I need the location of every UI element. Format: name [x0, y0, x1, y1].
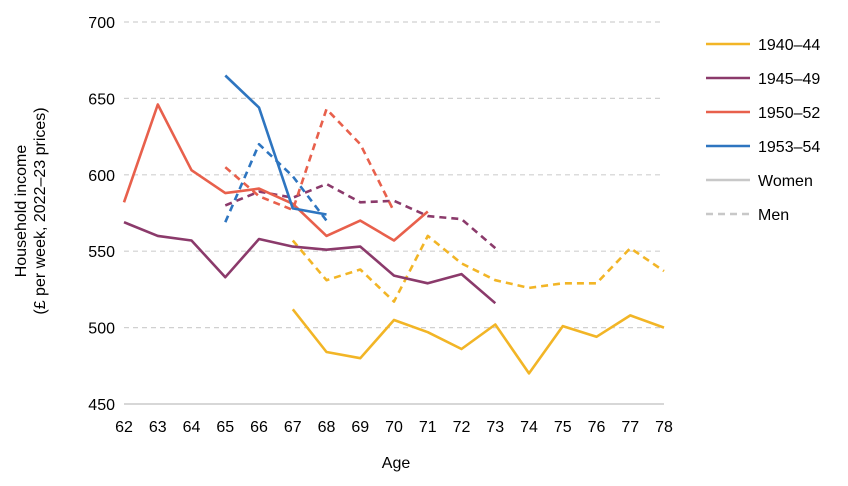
series-line-1950–52-men [224, 107, 396, 213]
series-line-1953–54-women [224, 74, 327, 216]
series-line-1945–49-women [123, 220, 497, 305]
x-tick-label: 67 [284, 419, 302, 436]
legend-item: Men [706, 207, 789, 224]
y-tick-label: 650 [88, 91, 115, 108]
legend-label: Women [758, 173, 813, 190]
x-axis-ticks: 62 63 64 65 66 67 68 69 70 71 72 73 74 75 76 77 78 [115, 419, 673, 436]
series-lines [122, 74, 665, 375]
y-tick-label: 500 [88, 321, 115, 338]
legend-label: 1953–54 [758, 139, 820, 156]
y-axis-title-line2: (£ per week, 2022–23 prices) [32, 107, 49, 314]
x-tick-label: 70 [385, 419, 403, 436]
x-tick-label: 62 [115, 419, 133, 436]
x-tick-label: 74 [520, 419, 538, 436]
x-tick-label: 75 [554, 419, 572, 436]
x-tick-label: 66 [250, 419, 268, 436]
x-tick-label: 73 [486, 419, 504, 436]
y-axis-ticks: 450 500 550 600 650 700 [88, 15, 115, 414]
series-line-1940–44-men [291, 234, 665, 303]
legend-item: 1950–52 [706, 105, 820, 122]
x-tick-label: 76 [588, 419, 606, 436]
x-tick-label: 65 [216, 419, 234, 436]
legend-label: 1940–44 [758, 37, 820, 54]
x-tick-label: 68 [318, 419, 336, 436]
series-line-1940–44-women [291, 308, 665, 375]
x-tick-label: 71 [419, 419, 437, 436]
x-tick-label: 72 [453, 419, 471, 436]
gridlines [124, 21, 664, 405]
x-tick-label: 69 [351, 419, 369, 436]
legend-item: 1940–44 [706, 37, 820, 54]
y-axis-title: Household income (£ per week, 2022–23 pr… [13, 107, 49, 314]
x-tick-label: 77 [621, 419, 639, 436]
x-axis-title: Age [382, 455, 411, 472]
legend-item: Women [706, 173, 813, 190]
series-line-1945–49-men [224, 182, 497, 250]
legend-item: 1953–54 [706, 139, 820, 156]
legend-label: 1950–52 [758, 105, 820, 122]
series-line-1950–52-women [122, 103, 429, 242]
legend-label: Men [758, 207, 789, 224]
series-line-1953–54-men [224, 142, 328, 223]
y-tick-label: 450 [88, 397, 115, 414]
y-tick-label: 700 [88, 15, 115, 32]
legend: 1940–44 1945–49 1950–52 1953–54 Women Men [706, 37, 820, 224]
x-tick-label: 64 [183, 419, 201, 436]
x-tick-label: 63 [149, 419, 167, 436]
legend-label: 1945–49 [758, 71, 820, 88]
legend-item: 1945–49 [706, 71, 820, 88]
y-tick-label: 550 [88, 244, 115, 261]
y-axis-title-line1: Household income [13, 145, 30, 278]
y-tick-label: 600 [88, 168, 115, 185]
x-tick-label: 78 [655, 419, 673, 436]
